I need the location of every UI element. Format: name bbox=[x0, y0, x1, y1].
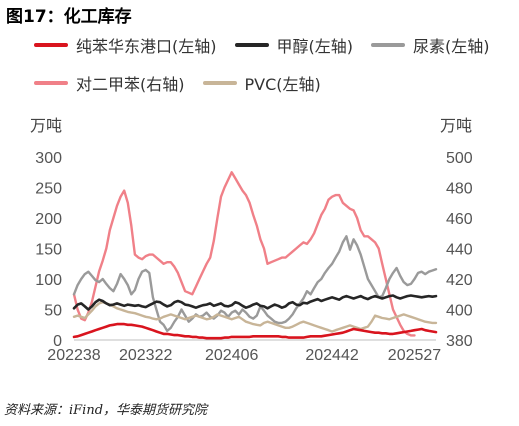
x-tick-label: 202527 bbox=[388, 347, 441, 364]
legend-item-methanol: 甲醇(左轴) bbox=[234, 33, 354, 57]
left-tick-label: 200 bbox=[35, 211, 62, 228]
x-tick-label: 202238 bbox=[47, 347, 100, 364]
right-tick-label: 460 bbox=[446, 211, 473, 228]
left-tick-label: 150 bbox=[35, 242, 62, 259]
left-axis-ticks: 0 50 100 150 200 250 300 bbox=[35, 150, 62, 350]
series-line-4 bbox=[72, 301, 438, 333]
series-line-0 bbox=[72, 322, 438, 340]
legend-item-benzene: 纯苯华东港口(左轴) bbox=[34, 33, 217, 57]
legend-item-urea: 尿素(左轴) bbox=[371, 33, 490, 57]
right-tick-label: 500 bbox=[446, 150, 473, 167]
legend-label-px: 对二甲苯(右轴) bbox=[76, 75, 185, 94]
series-line-2 bbox=[72, 235, 438, 333]
right-axis-ticks: 380 400 420 440 460 480 500 bbox=[446, 150, 473, 350]
x-axis-ticks: 202238 202322 202406 202442 202527 bbox=[47, 347, 441, 364]
left-axis-unit: 万吨 bbox=[30, 117, 62, 135]
legend-swatch-benzene bbox=[34, 43, 68, 47]
right-axis-unit: 万吨 bbox=[440, 117, 472, 135]
right-tick-label: 440 bbox=[446, 242, 473, 259]
legend-row-2: 对二甲苯(右轴) PVC(左轴) bbox=[34, 72, 339, 94]
legend-swatch-urea bbox=[371, 43, 405, 47]
legend-item-px: 对二甲苯(右轴) bbox=[34, 71, 185, 95]
series-layer bbox=[72, 171, 438, 340]
left-tick-label: 300 bbox=[35, 150, 62, 167]
legend-label-urea: 尿素(左轴) bbox=[413, 37, 490, 56]
legend-item-pvc: PVC(左轴) bbox=[202, 71, 321, 95]
left-tick-label: 0 bbox=[53, 333, 62, 350]
legend-row-1: 纯苯华东港口(左轴) 甲醇(左轴) 尿素(左轴) bbox=[34, 34, 508, 56]
left-tick-label: 250 bbox=[35, 181, 62, 198]
left-tick-label: 100 bbox=[35, 272, 62, 289]
series-line-1 bbox=[72, 294, 438, 311]
source-note: 资料来源：iFind，华泰期货研究院 bbox=[4, 403, 208, 418]
figure-title: 图17：化工库存 bbox=[6, 7, 132, 27]
legend-label-methanol: 甲醇(左轴) bbox=[276, 37, 354, 56]
x-tick-label: 202322 bbox=[119, 347, 172, 364]
x-tick-label: 202406 bbox=[205, 347, 258, 364]
legend-swatch-methanol bbox=[234, 43, 269, 47]
right-tick-label: 480 bbox=[446, 181, 473, 198]
right-tick-label: 380 bbox=[446, 333, 473, 350]
legend-swatch-pvc bbox=[202, 81, 237, 85]
left-tick-label: 50 bbox=[44, 303, 62, 320]
x-tick-label: 202442 bbox=[305, 347, 358, 364]
right-tick-label: 420 bbox=[446, 272, 473, 289]
legend-label-benzene: 纯苯华东港口(左轴) bbox=[76, 37, 217, 56]
legend-label-pvc: PVC(左轴) bbox=[244, 75, 321, 94]
series-line-3 bbox=[72, 171, 416, 337]
legend-swatch-px bbox=[34, 81, 68, 85]
right-tick-label: 400 bbox=[446, 303, 473, 320]
